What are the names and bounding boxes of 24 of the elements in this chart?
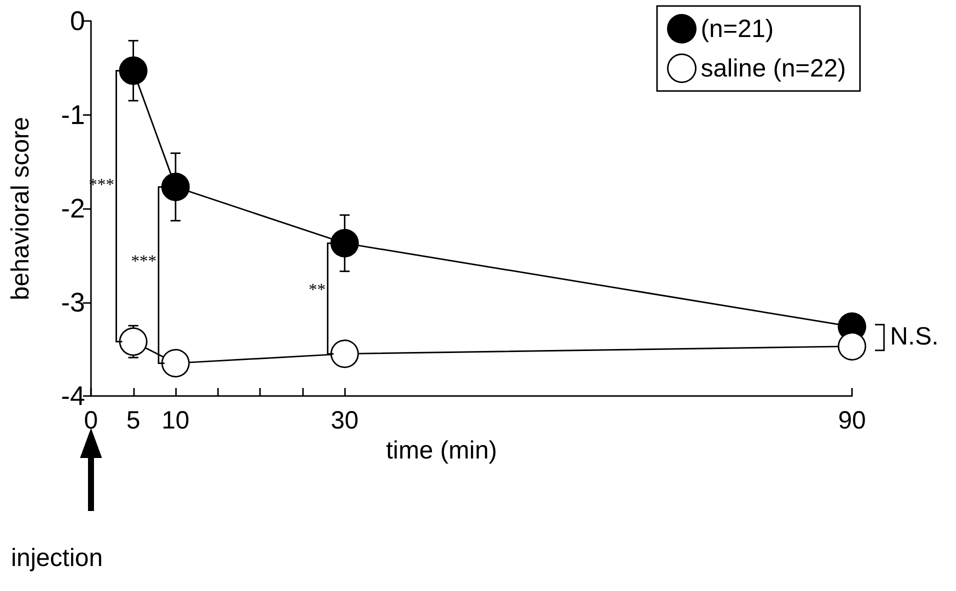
point xyxy=(161,348,190,378)
legend-label: saline (n=22) xyxy=(700,54,846,82)
annotation: ** xyxy=(308,280,326,300)
y-axis-title: behavioral score xyxy=(6,116,34,300)
y-tick-label: -3 xyxy=(60,287,85,318)
x-tick-label: 5 xyxy=(126,406,140,434)
y-tick-label: 0 xyxy=(70,6,85,36)
x-tick-label: 10 xyxy=(162,406,190,434)
x-tick-label: 30 xyxy=(330,406,359,434)
annotation: *** xyxy=(131,251,157,270)
point xyxy=(119,56,148,85)
point xyxy=(838,332,866,361)
point xyxy=(119,327,148,356)
y-tick-label: -1 xyxy=(60,100,85,130)
x-axis-title: time (min) xyxy=(386,436,498,464)
y-tick-label: -2 xyxy=(60,194,85,224)
legend-label: (n=21) xyxy=(700,14,774,43)
point xyxy=(330,228,359,258)
x-tick-label: 90 xyxy=(838,406,866,434)
point xyxy=(330,340,359,368)
y-tick-label: -4 xyxy=(60,381,85,411)
text: N.S. xyxy=(890,322,939,350)
point xyxy=(161,172,190,202)
text: injection xyxy=(11,544,103,572)
